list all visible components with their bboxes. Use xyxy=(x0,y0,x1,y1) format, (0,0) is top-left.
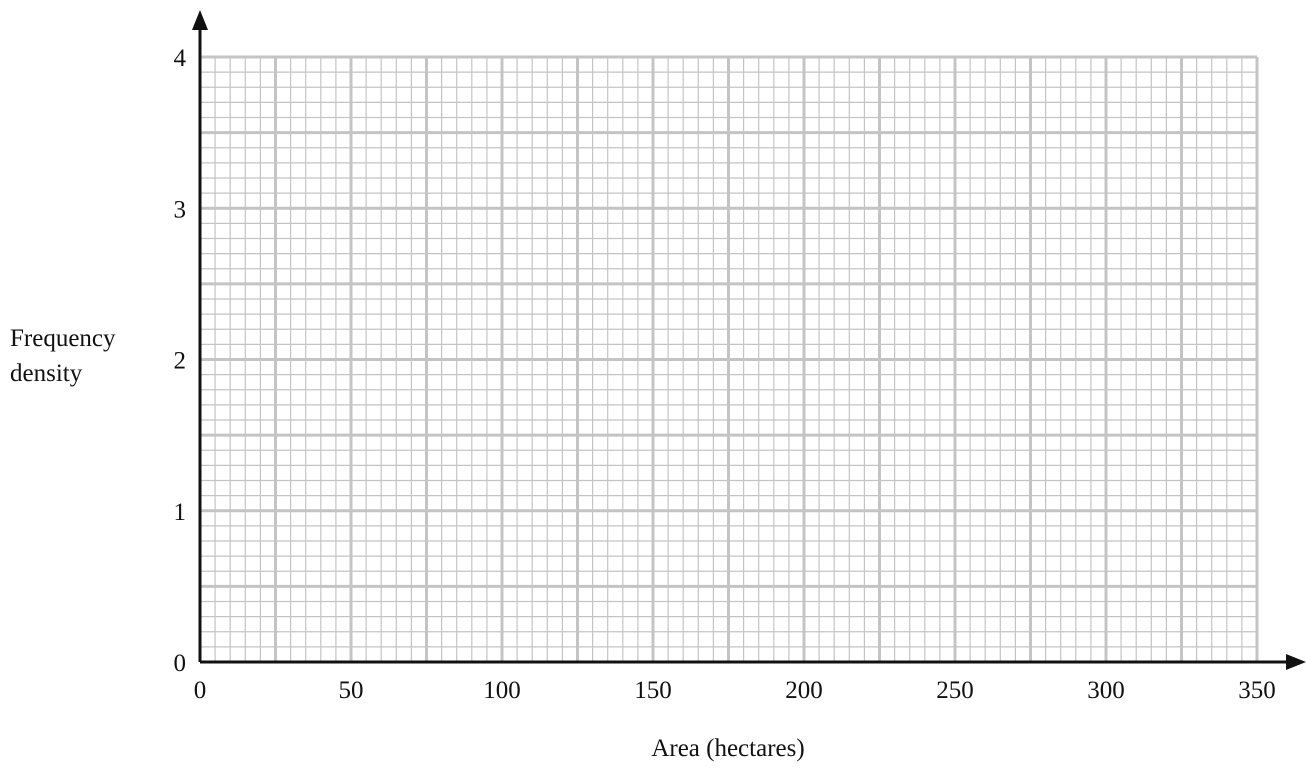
x-tick-label: 250 xyxy=(936,677,974,704)
x-tick-label: 0 xyxy=(194,677,207,704)
x-tick-label: 100 xyxy=(483,677,521,704)
x-tick-labels: 0 50 100 150 200 250 300 350 xyxy=(194,677,1276,704)
x-tick-label: 50 xyxy=(339,677,364,704)
y-tick-label: 3 xyxy=(174,196,187,223)
y-axis-arrowhead xyxy=(192,10,208,30)
x-axis-title: Area (hectares) xyxy=(651,735,804,762)
x-tick-label: 150 xyxy=(634,677,672,704)
x-tick-label: 200 xyxy=(785,677,823,704)
grid-paper xyxy=(198,55,1259,664)
y-tick-label: 4 xyxy=(174,45,187,72)
y-axis-title-line-1: Frequency xyxy=(10,325,116,352)
x-tick-label: 350 xyxy=(1238,677,1276,704)
axes xyxy=(192,10,1306,670)
y-tick-label: 2 xyxy=(174,348,187,375)
y-axis-title-line-2: density xyxy=(10,360,83,387)
y-tick-labels: 0 1 2 3 4 xyxy=(174,45,187,677)
y-tick-label: 0 xyxy=(174,650,187,677)
x-axis-arrowhead xyxy=(1286,654,1306,670)
x-tick-label: 300 xyxy=(1087,677,1125,704)
y-tick-label: 1 xyxy=(174,499,187,526)
